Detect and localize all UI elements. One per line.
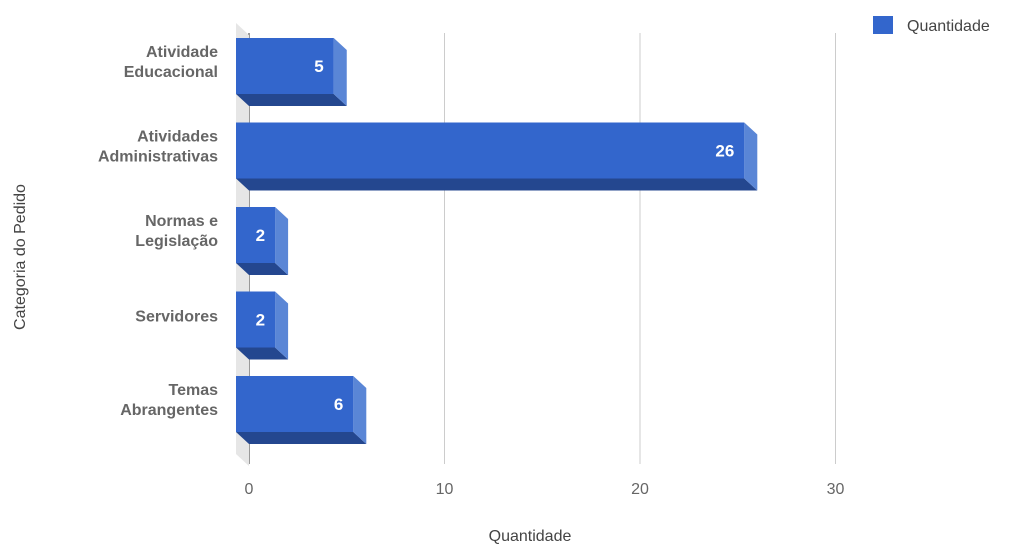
bar-end-face [275, 291, 289, 360]
category-label: Legislação [135, 233, 218, 250]
bar-data-label: 6 [334, 395, 343, 414]
bar [236, 291, 276, 348]
bar-data-label: 5 [314, 57, 323, 76]
x-axis-title: Quantidade [489, 528, 572, 545]
bar-bottom-face [236, 432, 367, 444]
x-tick-label: 10 [436, 481, 454, 498]
bar-data-label: 2 [256, 311, 265, 330]
x-tick-label: 30 [827, 481, 845, 498]
x-tick-label: 20 [631, 481, 649, 498]
bar-end-face [333, 38, 347, 106]
category-label: Atividade [146, 44, 218, 61]
bar [236, 207, 276, 263]
bar-data-label: 26 [715, 142, 734, 161]
bar [236, 122, 745, 179]
bar-data-label: 2 [256, 226, 265, 245]
category-label: Abrangentes [120, 402, 218, 419]
y-axis-title: Categoria do Pedido [12, 184, 29, 330]
bar-end-face [744, 122, 758, 191]
bar-bottom-face [236, 347, 289, 360]
category-label: Administrativas [98, 149, 218, 166]
category-label: Educacional [124, 64, 218, 81]
legend: Quantidade [873, 16, 990, 35]
bar-bottom-face [236, 178, 758, 191]
category-label: Atividades [137, 129, 218, 146]
category-labels: Atividade Educacional Atividades Administra… [98, 44, 218, 419]
category-label: Normas e [145, 213, 218, 230]
bar-bottom-face [236, 263, 289, 275]
category-label: Temas [168, 382, 218, 399]
bar [236, 376, 354, 432]
x-tick-label: 0 [245, 481, 254, 498]
x-tick-labels: 0 10 20 30 [245, 481, 845, 498]
bar-end-face [353, 376, 367, 444]
bar [236, 38, 334, 94]
category-label: Servidores [135, 309, 218, 326]
legend-swatch [873, 16, 893, 34]
bar-end-face [275, 207, 289, 275]
legend-label: Quantidade [907, 18, 990, 35]
bar-bottom-face [236, 94, 347, 106]
